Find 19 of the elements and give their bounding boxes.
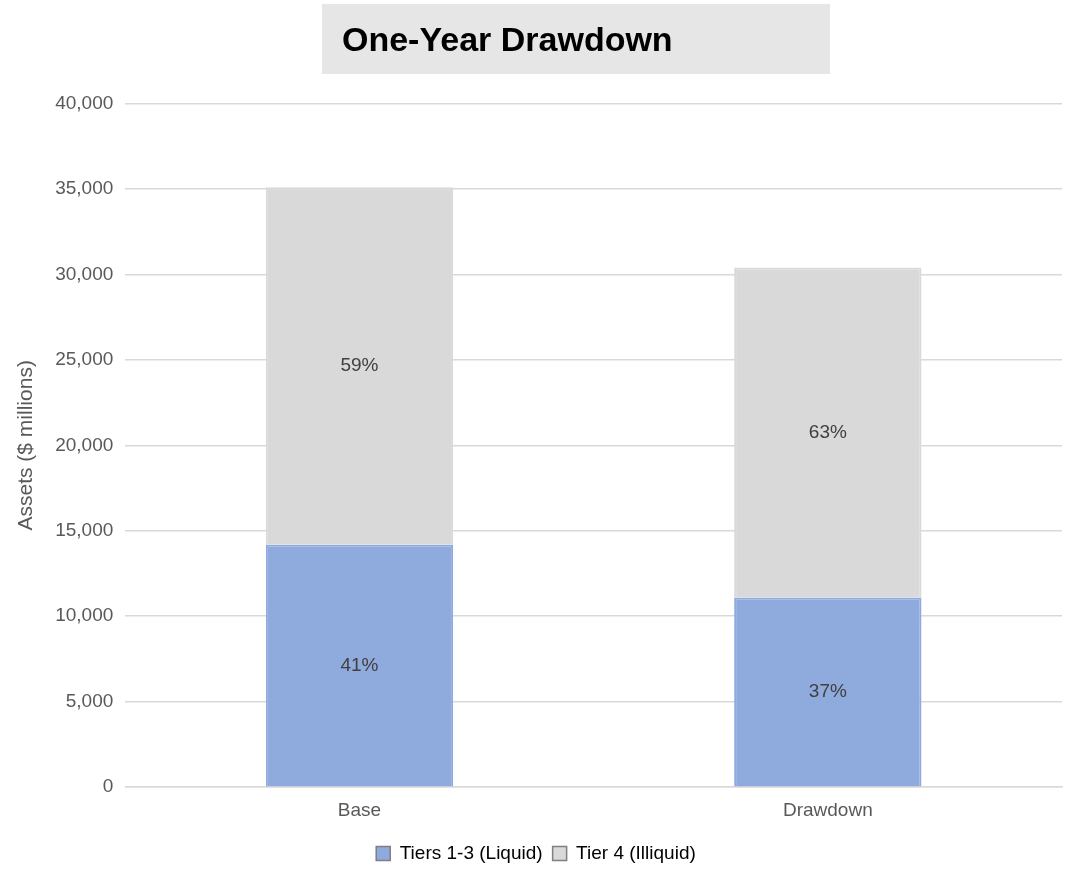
y-tick-label: 15,000 <box>55 519 114 541</box>
y-tick-label: 5,000 <box>65 689 114 711</box>
annotation: 59% <box>340 354 379 376</box>
y-axis-title: Assets ($ millions) <box>13 360 37 531</box>
x-tick-label: Base <box>337 798 382 820</box>
chart-title: One-Year Drawdown <box>322 4 830 74</box>
x-tick-label: Drawdown <box>782 798 873 820</box>
y-tick-label: 10,000 <box>55 604 114 626</box>
annotation: 63% <box>808 420 847 442</box>
legend-label: Tiers 1-3 (Liquid) <box>399 841 543 863</box>
y-tick-label: 0 <box>102 775 114 797</box>
annotation: 41% <box>340 653 379 675</box>
y-tick-label: 35,000 <box>55 177 114 199</box>
y-tick-label: 25,000 <box>55 348 114 370</box>
y-tick-label: 40,000 <box>55 91 114 113</box>
y-tick-label: 20,000 <box>55 433 114 455</box>
y-tick-label: 30,000 <box>55 262 114 284</box>
legend-label: Tier 4 (Illiquid) <box>576 841 696 863</box>
annotation: 37% <box>808 680 847 702</box>
